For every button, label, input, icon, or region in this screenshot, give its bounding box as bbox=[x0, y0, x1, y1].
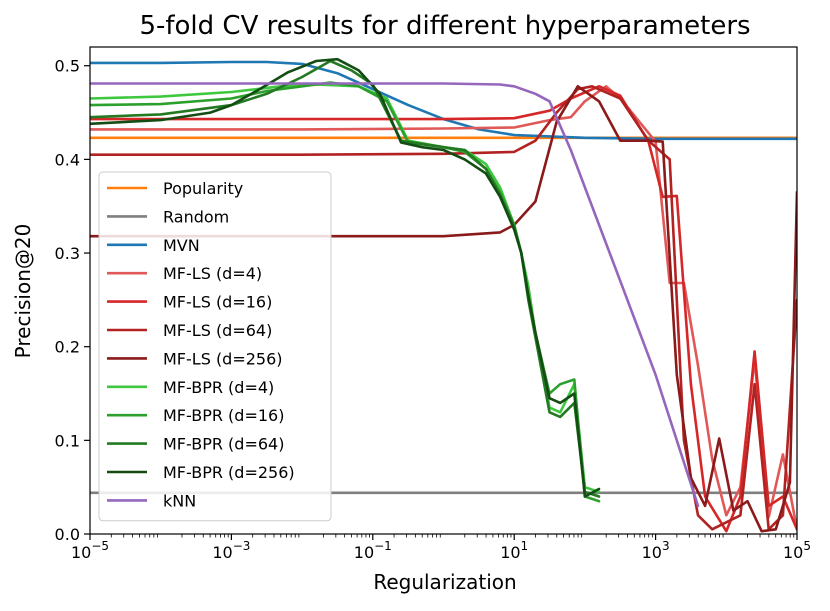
y-axis-label: Precision@20 bbox=[11, 224, 35, 359]
series-line-mvn bbox=[90, 60, 797, 141]
y-tick-label: 0.5 bbox=[55, 57, 80, 76]
plot-area: 0.0 0.1 0.2 0.3 0.4 0.5 10−5 10−3 10−1 101 103 105 bbox=[55, 46, 811, 562]
legend-label-mf-bpr-d-64: MF-BPR (d=64) bbox=[163, 435, 284, 454]
legend-label-mf-bpr-d-256: MF-BPR (d=256) bbox=[163, 463, 295, 482]
series-line-knn bbox=[90, 82, 700, 508]
legend-label-mf-bpr-d-16: MF-BPR (d=16) bbox=[163, 406, 284, 425]
plot-frame bbox=[89, 46, 798, 535]
series-line-mf-bpr-d-64 bbox=[90, 59, 601, 498]
y-tick-label: 0.2 bbox=[55, 338, 80, 357]
x-tick-label: 10−5 bbox=[71, 539, 109, 562]
legend-label-mf-ls-d-16: MF-LS (d=16) bbox=[163, 293, 272, 312]
legend-label-mf-ls-d-64: MF-LS (d=64) bbox=[163, 321, 272, 340]
y-tick-label: 0.4 bbox=[55, 150, 80, 169]
series-line-mf-bpr-d-4 bbox=[90, 83, 601, 494]
series-lines bbox=[90, 57, 797, 533]
legend-label-mf-ls-d-256: MF-LS (d=256) bbox=[163, 349, 283, 368]
x-tick-label: 103 bbox=[642, 539, 670, 562]
legend-box bbox=[98, 171, 332, 522]
series-line-mf-ls-d-256 bbox=[90, 85, 797, 533]
legend: Popularity Random MVN MF-LS (d=4) MF-LS (d=1… bbox=[98, 171, 332, 522]
x-tick-label: 10−1 bbox=[354, 539, 392, 562]
legend-label-knn: kNN bbox=[163, 491, 196, 510]
series-line-mf-bpr-d-256 bbox=[90, 57, 601, 498]
x-tick-label: 10−3 bbox=[212, 539, 250, 562]
legend-label-popularity: Popularity bbox=[163, 179, 243, 198]
series-line-mf-ls-d-16 bbox=[90, 85, 797, 533]
chart-title: 5-fold CV results for different hyperpar… bbox=[139, 11, 750, 41]
legend-label-mvn: MVN bbox=[163, 236, 200, 255]
x-axis-label: Regularization bbox=[373, 570, 516, 594]
y-tick-label: 0.0 bbox=[55, 525, 80, 544]
y-tick-label: 0.3 bbox=[55, 244, 80, 263]
legend-label-mf-ls-d-4: MF-LS (d=4) bbox=[163, 264, 262, 283]
x-tick-label: 105 bbox=[783, 539, 811, 562]
y-tick-label: 0.1 bbox=[55, 431, 80, 450]
legend-label-mf-bpr-d-4: MF-BPR (d=4) bbox=[163, 378, 274, 397]
legend-label-random: Random bbox=[163, 207, 229, 226]
x-tick-label: 101 bbox=[500, 539, 528, 562]
